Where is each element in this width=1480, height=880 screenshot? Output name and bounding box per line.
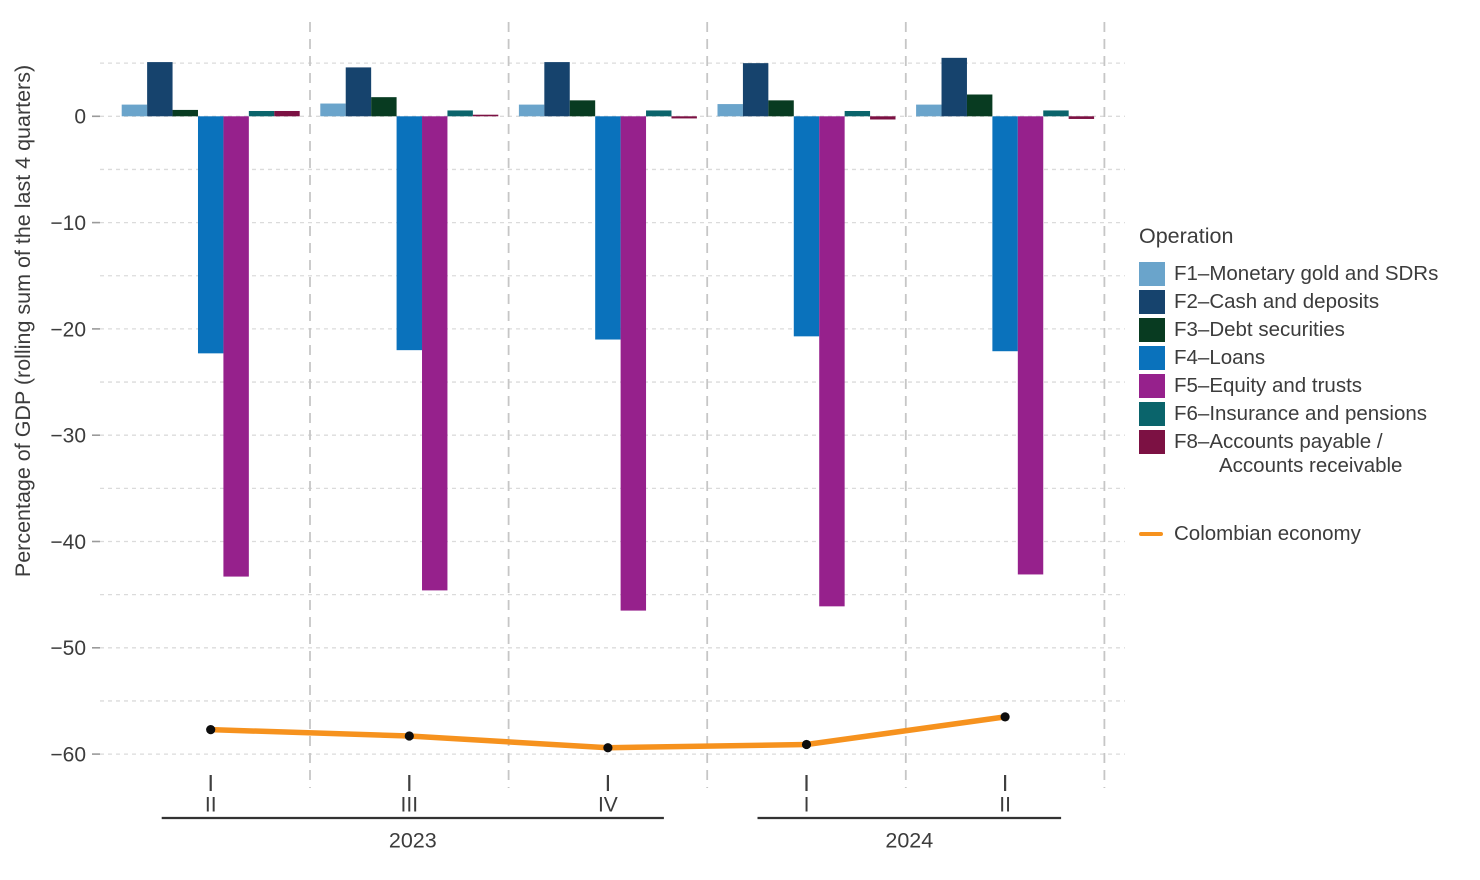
line-point-III <box>404 731 414 741</box>
line-point-II <box>1000 712 1010 722</box>
series-key-icon <box>1139 346 1165 370</box>
y-axis-tick-label: −10 <box>50 212 86 235</box>
bar-F6-I <box>844 110 871 117</box>
legend-item-line: Colombian economy <box>1139 522 1479 546</box>
line-point-IV <box>603 743 613 753</box>
bar-F5-II <box>223 116 249 577</box>
bar-F2-I <box>742 63 769 117</box>
x-axis-label-quarter: I <box>804 793 810 816</box>
bar-F5-IV <box>620 116 647 611</box>
bar-F1-II <box>916 104 942 117</box>
line-series <box>207 714 1008 751</box>
legend-line-label: Colombian economy <box>1174 522 1361 545</box>
bar-F3-II <box>172 109 198 117</box>
legend: Operation F1–Monetary gold and SDRs F2–Ca… <box>1139 224 1479 546</box>
bar-F8-II <box>1068 116 1095 119</box>
legend-item-F6: F6–Insurance and pensions <box>1139 402 1479 426</box>
bar-F2-II <box>941 57 967 117</box>
bar-F2-IV <box>544 62 570 117</box>
bar-F4-I <box>793 116 820 337</box>
bar-F2-III <box>345 67 372 117</box>
legend-title: Operation <box>1139 224 1234 248</box>
x-axis-label-quarter: III <box>401 793 419 816</box>
legend-item-F2: F2–Cash and deposits <box>1139 290 1479 314</box>
bar-F4-IV <box>595 116 621 340</box>
bar-F8-I <box>870 116 896 120</box>
bar-F2-II <box>147 62 173 117</box>
legend-item-label: F5–Equity and trusts <box>1174 374 1363 397</box>
series-key-icon <box>1139 290 1165 314</box>
y-axis-tick-label: −50 <box>50 637 86 660</box>
bar-F3-III <box>371 97 397 117</box>
bar-F4-II <box>197 116 224 354</box>
x-axis-label-quarter: II <box>999 793 1011 816</box>
bar-F6-II <box>1043 110 1069 117</box>
series-key-icon <box>1139 262 1165 286</box>
bar-F1-II <box>121 104 148 117</box>
bar-F3-II <box>966 94 993 117</box>
legend-item-F5: F5–Equity and trusts <box>1139 374 1479 398</box>
bar-F8-II <box>274 110 300 117</box>
x-axis-label-quarter: II <box>205 793 217 816</box>
series-key-icon <box>1139 402 1165 426</box>
bar-F4-III <box>396 116 423 351</box>
x-axis-label-year: 2024 <box>885 829 933 853</box>
series-key-icon <box>1139 430 1165 454</box>
y-axis-tick-label: −40 <box>50 531 86 554</box>
legend-item-label: F4–Loans <box>1174 346 1266 369</box>
bar-F5-I <box>819 116 845 607</box>
bar-F1-III <box>320 103 346 117</box>
bar-F6-II <box>248 110 275 117</box>
legend-item-label: F6–Insurance and pensions <box>1174 402 1428 425</box>
bar-F6-IV <box>646 110 672 117</box>
series-key-icon <box>1139 374 1165 398</box>
legend-rows: F1–Monetary gold and SDRs F2–Cash and dep… <box>1139 262 1479 478</box>
bar-F4-II <box>992 116 1018 352</box>
line-series-key-icon <box>1139 531 1163 537</box>
line-point-II <box>206 725 216 735</box>
bar-F1-IV <box>518 104 545 117</box>
bar-F8-IV <box>671 116 697 119</box>
series-key-icon <box>1139 318 1165 342</box>
bar-F3-IV <box>569 100 596 117</box>
bar-F8-III <box>472 114 499 117</box>
legend-item-label-line2: Accounts receivable <box>1219 454 1403 477</box>
legend-item-label: F3–Debt securities <box>1174 318 1345 341</box>
line-point-I <box>801 739 812 750</box>
bar-F6-III <box>447 110 473 117</box>
legend-item-F8: F8–Accounts payable / Accounts receivable <box>1139 430 1479 478</box>
bar-F5-III <box>422 116 448 591</box>
x-axis-label-quarter: IV <box>598 793 618 816</box>
bar-F5-II <box>1017 116 1044 575</box>
x-axis-label-year: 2023 <box>389 829 437 853</box>
legend-item-label: F1–Monetary gold and SDRs <box>1174 262 1439 285</box>
bar-F3-I <box>768 100 794 117</box>
legend-item-F1: F1–Monetary gold and SDRs <box>1139 262 1479 286</box>
legend-item-label: F8–Accounts payable / Accounts receivable <box>1174 430 1403 477</box>
y-axis-tick-label: 0 <box>74 106 86 129</box>
y-axis-tick-label: −60 <box>50 743 86 766</box>
y-axis-tick-label: −20 <box>50 318 86 341</box>
y-axis-tick-label: −30 <box>50 425 86 448</box>
legend-item-F3: F3–Debt securities <box>1139 318 1479 342</box>
bar-F1-I <box>717 104 743 117</box>
legend-item-F4: F4–Loans <box>1139 346 1479 370</box>
y-axis-title: Percentage of GDP (rolling sum of the la… <box>11 64 35 578</box>
legend-item-label: F2–Cash and deposits <box>1174 290 1380 313</box>
